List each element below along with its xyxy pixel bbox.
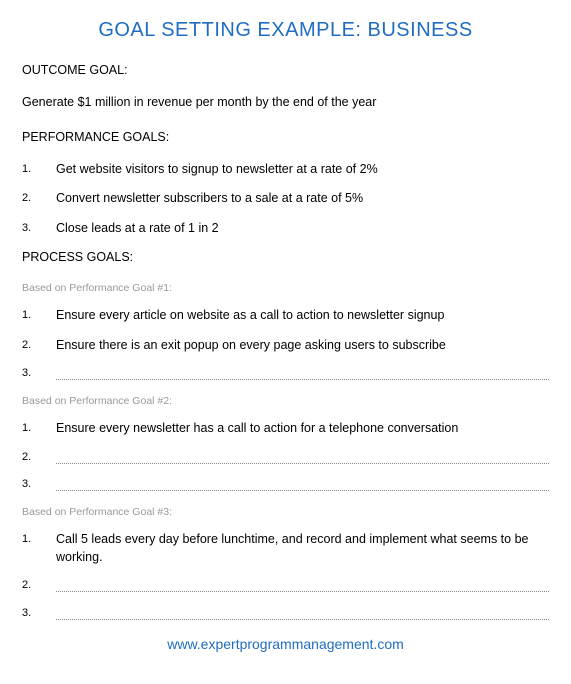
item-number: 3.	[22, 477, 56, 492]
item-number: 3.	[22, 220, 56, 236]
dotted-blank-line	[56, 479, 549, 491]
item-number: 2.	[22, 450, 56, 465]
item-text: Ensure every newsletter has a call to ac…	[56, 420, 549, 438]
list-item: 1. Call 5 leads every day before lunchti…	[22, 531, 549, 566]
process-sub-heading: Based on Performance Goal #1:	[22, 281, 549, 296]
list-item: 1. Get website visitors to signup to new…	[22, 161, 549, 179]
dotted-blank-line	[56, 452, 549, 464]
outcome-text: Generate $1 million in revenue per month…	[22, 94, 549, 112]
process-section: PROCESS GOALS: Based on Performance Goal…	[22, 249, 549, 621]
process-sub-heading: Based on Performance Goal #2:	[22, 394, 549, 409]
item-number: 3.	[22, 606, 56, 621]
dotted-blank-line	[56, 608, 549, 620]
item-number: 2.	[22, 337, 56, 353]
list-item: 3. Close leads at a rate of 1 in 2	[22, 220, 549, 238]
dotted-blank-line	[56, 580, 549, 592]
item-number: 1.	[22, 531, 56, 547]
process-list: 1. Call 5 leads every day before lunchti…	[22, 531, 549, 621]
item-number: 1.	[22, 420, 56, 436]
list-item-blank: 3.	[22, 366, 549, 381]
process-group: Based on Performance Goal #1: 1. Ensure …	[22, 281, 549, 382]
process-list: 1. Ensure every newsletter has a call to…	[22, 420, 549, 492]
performance-list: 1. Get website visitors to signup to new…	[22, 161, 549, 238]
list-item-blank: 3.	[22, 606, 549, 621]
item-number: 2.	[22, 578, 56, 593]
item-text: Close leads at a rate of 1 in 2	[56, 220, 549, 238]
performance-section: PERFORMANCE GOALS: 1. Get website visito…	[22, 129, 549, 237]
list-item: 1. Ensure every newsletter has a call to…	[22, 420, 549, 438]
item-number: 1.	[22, 307, 56, 323]
dotted-blank-line	[56, 368, 549, 380]
footer-url: www.expertprogrammanagement.com	[22, 635, 549, 655]
list-item: 1. Ensure every article on website as a …	[22, 307, 549, 325]
performance-heading: PERFORMANCE GOALS:	[22, 129, 549, 147]
page-title: GOAL SETTING EXAMPLE: BUSINESS	[22, 16, 549, 44]
outcome-section: OUTCOME GOAL: Generate $1 million in rev…	[22, 62, 549, 111]
item-text: Ensure every article on website as a cal…	[56, 307, 549, 325]
item-text: Ensure there is an exit popup on every p…	[56, 337, 549, 355]
item-text: Get website visitors to signup to newsle…	[56, 161, 549, 179]
list-item-blank: 3.	[22, 477, 549, 492]
outcome-heading: OUTCOME GOAL:	[22, 62, 549, 80]
item-number: 1.	[22, 161, 56, 177]
list-item: 2. Convert newsletter subscribers to a s…	[22, 190, 549, 208]
item-text: Convert newsletter subscribers to a sale…	[56, 190, 549, 208]
item-number: 3.	[22, 366, 56, 381]
process-list: 1. Ensure every article on website as a …	[22, 307, 549, 381]
list-item-blank: 2.	[22, 450, 549, 465]
list-item: 2. Ensure there is an exit popup on ever…	[22, 337, 549, 355]
process-group: Based on Performance Goal #3: 1. Call 5 …	[22, 505, 549, 621]
process-sub-heading: Based on Performance Goal #3:	[22, 505, 549, 520]
list-item-blank: 2.	[22, 578, 549, 593]
item-text: Call 5 leads every day before lunchtime,…	[56, 531, 549, 566]
process-group: Based on Performance Goal #2: 1. Ensure …	[22, 394, 549, 493]
item-number: 2.	[22, 190, 56, 206]
process-heading: PROCESS GOALS:	[22, 249, 549, 267]
